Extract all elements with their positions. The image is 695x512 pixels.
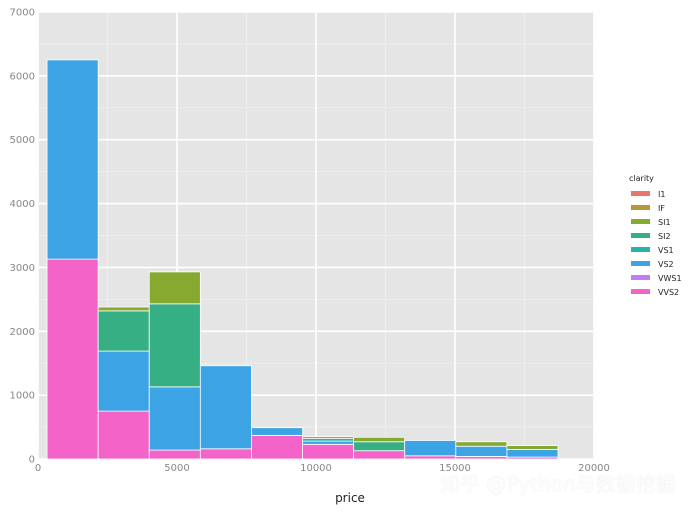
bar-segment	[97, 310, 150, 352]
y-tick-label: 1000	[10, 391, 35, 402]
legend-swatch	[631, 191, 650, 196]
bar-segment	[302, 436, 355, 439]
bar-segment	[353, 450, 406, 460]
legend-label: IF	[658, 204, 665, 213]
bar-segment	[97, 410, 150, 460]
legend-item: SI2	[631, 232, 671, 241]
bar-segment	[199, 448, 252, 460]
legend-item: VVS2	[631, 288, 679, 297]
bar-segment	[455, 441, 508, 447]
legend-label: VS2	[658, 260, 674, 269]
x-tick-label: 5000	[164, 463, 189, 474]
bar-segment	[97, 306, 150, 312]
legend-swatch	[631, 275, 650, 280]
legend-label: SI1	[658, 218, 671, 227]
legend-item: IF	[631, 204, 665, 213]
x-axis-ticks: 0 5000 10000 15000 20000	[35, 463, 610, 474]
bars	[46, 59, 559, 460]
y-tick-label: 3000	[10, 263, 35, 274]
bar-segment	[353, 436, 406, 443]
bar-segment	[46, 59, 99, 260]
legend-label: VS1	[658, 246, 674, 255]
legend-swatch	[631, 261, 650, 266]
y-tick-label: 7000	[10, 8, 35, 19]
legend-item: VS1	[631, 246, 674, 255]
y-tick-label: 4000	[10, 199, 35, 210]
legend-swatch	[631, 289, 650, 294]
x-axis-label: price	[335, 491, 365, 505]
x-tick-label: 10000	[300, 463, 332, 474]
legend-swatch	[631, 233, 650, 238]
legend-swatch	[631, 219, 650, 224]
x-tick-label: 15000	[439, 463, 471, 474]
legend-title: clarity	[629, 174, 654, 183]
legend-label: I1	[658, 190, 665, 199]
y-tick-label: 0	[29, 455, 35, 466]
bar-segment	[148, 386, 201, 451]
bar-segment	[506, 445, 559, 450]
legend-item: I1	[631, 190, 665, 199]
legend-label: VWS1	[658, 274, 682, 283]
bar-segment	[46, 258, 99, 460]
bar-segment	[97, 350, 150, 412]
x-tick-label: 0	[35, 463, 41, 474]
bar-segment	[353, 441, 406, 452]
legend-label: VVS2	[658, 288, 679, 297]
bar-segment	[251, 427, 303, 436]
bar-segment	[148, 271, 201, 305]
legend-item: VS2	[631, 260, 674, 269]
bar-segment	[404, 455, 457, 460]
legend: clarity I1 IF SI1 SI2 VS1 VS2 VWS1 VVS2	[629, 174, 682, 297]
bar-segment	[251, 434, 303, 460]
x-tick-label: 20000	[578, 463, 610, 474]
watermark: 知乎 @Python与数据挖掘	[440, 472, 676, 496]
bar-segment	[148, 449, 201, 460]
legend-item: VWS1	[631, 274, 682, 283]
bar-segment	[506, 449, 559, 458]
legend-swatch	[631, 205, 650, 210]
legend-swatch	[631, 247, 650, 252]
bar-segment	[455, 445, 508, 457]
bar-segment	[302, 443, 355, 460]
bar-segment	[148, 303, 201, 388]
y-tick-label: 6000	[10, 71, 35, 82]
bar-segment	[302, 440, 355, 445]
y-axis-ticks: 0 1000 2000 3000 4000 5000 6000 7000	[10, 8, 35, 466]
y-tick-label: 5000	[10, 135, 35, 146]
bar-segment	[404, 440, 457, 457]
legend-label: SI2	[658, 232, 671, 241]
legend-item: SI1	[631, 218, 671, 227]
y-tick-label: 2000	[10, 327, 35, 338]
bar-segment	[199, 365, 252, 450]
